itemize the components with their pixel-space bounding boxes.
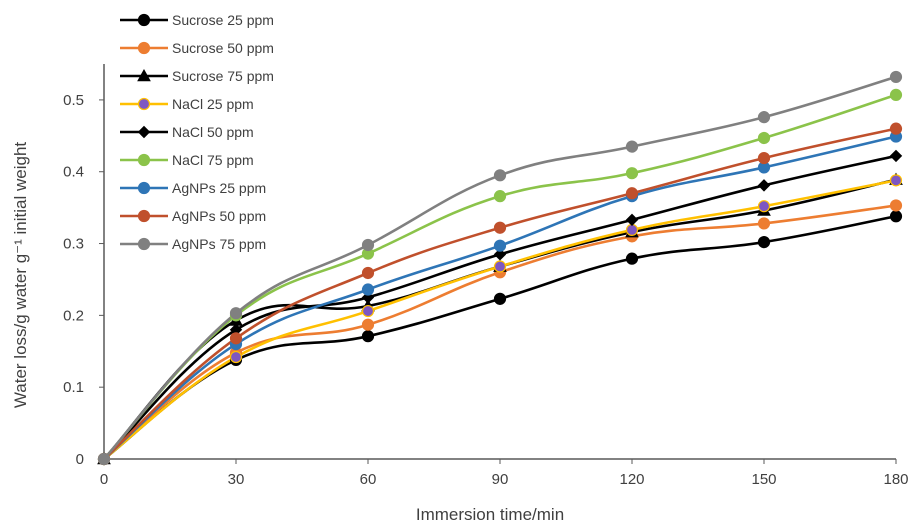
legend-label: Sucrose 50 ppm [172,40,274,56]
x-tick-label: 120 [619,471,644,488]
data-point [97,452,111,466]
legend-label: NaCl 75 ppm [172,152,254,168]
data-point [229,350,243,364]
data-point [889,149,903,163]
data-point [757,179,771,192]
data-point [361,330,375,343]
y-tick-label: 0.1 [63,379,84,396]
data-point [493,221,507,234]
data-point [889,88,903,101]
x-tick-label: 30 [228,471,245,488]
y-tick-label: 0.2 [63,307,84,324]
data-point [361,318,375,331]
legend-label: Sucrose 25 ppm [172,12,274,28]
legend-label: NaCl 25 ppm [172,96,254,112]
axes: 0 30 60 90 120 150 180 0 0.1 0.2 0.3 0.4 0.5 [63,64,909,488]
data-point [493,260,507,273]
legend-label: AgNPs 50 ppm [172,208,266,224]
x-tick-label: 90 [492,471,509,488]
data-point [625,213,639,227]
data-point [889,70,903,84]
data-point [361,238,375,252]
data-point [757,217,771,230]
data-point [493,190,507,203]
legend-marker [137,13,151,27]
data-point [493,248,507,261]
data-point [361,266,375,280]
legend-marker [137,68,151,82]
y-tick-label: 0.4 [63,164,84,181]
data-point [625,187,639,200]
legend-marker [137,97,151,111]
y-tick-label: 0.5 [63,92,84,109]
y-tick-label: 0 [76,451,84,468]
legend-marker [137,209,151,223]
legend-label: AgNPs 25 ppm [172,180,266,196]
data-point [625,140,639,153]
data-point [889,122,903,135]
legend-label: Sucrose 75 ppm [172,68,274,84]
legend-marker [137,237,151,251]
legend-marker [137,125,151,139]
data-point [889,174,903,187]
data-point [757,236,771,249]
data-point [757,200,771,213]
data-point [493,239,507,252]
legend-marker [137,41,151,55]
data-point [889,210,903,223]
x-tick-label: 150 [751,471,776,488]
data-point [625,167,639,180]
data-point [361,304,375,318]
legend-label: AgNPs 75 ppm [172,236,266,252]
series-markers [97,70,903,466]
data-point [493,169,507,182]
data-point [757,111,771,124]
y-axis-title: Water loss/g water g⁻¹ initial weight [11,142,30,409]
x-tick-label: 0 [100,471,108,488]
data-point [757,131,771,145]
x-tick-label: 60 [360,471,377,488]
data-point [493,292,507,305]
data-point [229,307,243,320]
legend: Sucrose 25 ppm Sucrose 50 ppm Sucrose 75 p… [120,12,274,252]
x-tick-label: 180 [883,471,908,488]
legend-label: NaCl 50 ppm [172,124,254,140]
data-point [757,151,771,165]
data-point [361,283,375,296]
data-point [889,199,903,212]
data-point [229,332,243,345]
legend-marker [137,153,151,167]
x-axis-title: Immersion time/min [416,505,564,524]
y-tick-label: 0.3 [63,236,84,253]
data-point [625,252,639,265]
legend-marker [137,181,151,195]
